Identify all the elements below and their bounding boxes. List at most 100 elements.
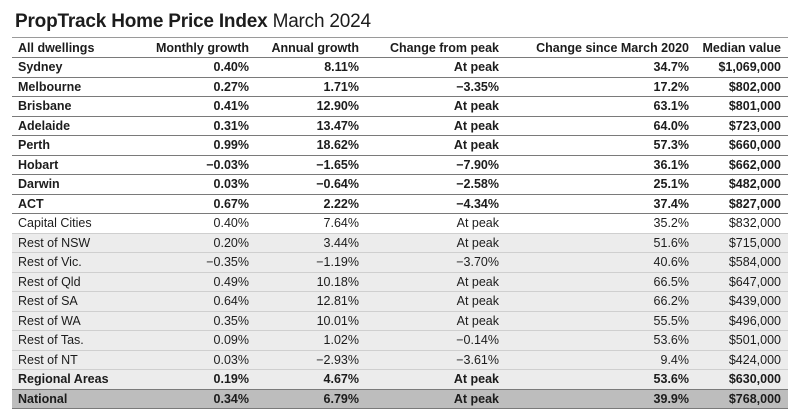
cell-annual-growth: 7.64% xyxy=(256,213,366,234)
cell-change-since-march-2020: 55.5% xyxy=(506,311,696,331)
table-row: National 0.34% 6.79% At peak 39.9% $768,000 xyxy=(12,389,788,409)
column-header-region: All dwellings xyxy=(12,38,132,58)
cell-annual-growth: 18.62% xyxy=(256,135,366,156)
cell-change-since-march-2020: 63.1% xyxy=(506,96,696,117)
cell-monthly-growth: 0.20% xyxy=(132,233,256,253)
cell-median-value: $723,000 xyxy=(696,115,788,136)
cell-region: ACT xyxy=(12,193,132,214)
cell-region: Regional Areas xyxy=(12,369,132,390)
table-row: ACT 0.67% 2.22% −4.34% 37.4% $827,000 xyxy=(12,193,788,214)
cell-change-from-peak: At peak xyxy=(366,135,506,156)
cell-region: Brisbane xyxy=(12,96,132,117)
header-row: All dwellings Monthly growth Annual growth… xyxy=(12,38,788,58)
cell-median-value: $662,000 xyxy=(696,154,788,175)
cell-median-value: $715,000 xyxy=(696,233,788,253)
column-header-change-since-march-2020: Change since March 2020 xyxy=(506,38,696,58)
cell-annual-growth: 10.01% xyxy=(256,311,366,331)
cell-change-from-peak: At peak xyxy=(366,233,506,253)
cell-region: Rest of Vic. xyxy=(12,252,132,273)
cell-change-from-peak: At peak xyxy=(366,291,506,312)
table-row: Rest of Tas. 0.09% 1.02% −0.14% 53.6% $501,00… xyxy=(12,330,788,351)
cell-monthly-growth: 0.40% xyxy=(132,213,256,234)
cell-monthly-growth: 0.19% xyxy=(132,369,256,390)
cell-annual-growth: 10.18% xyxy=(256,272,366,292)
cell-median-value: $496,000 xyxy=(696,311,788,331)
table-row: Darwin 0.03% −0.64% −2.58% 25.1% $482,000 xyxy=(12,174,788,195)
cell-median-value: $802,000 xyxy=(696,76,788,97)
cell-change-from-peak: At peak xyxy=(366,389,506,409)
cell-monthly-growth: 0.67% xyxy=(132,193,256,214)
cell-annual-growth: 8.11% xyxy=(256,57,366,78)
cell-region: Adelaide xyxy=(12,115,132,136)
cell-median-value: $660,000 xyxy=(696,135,788,156)
cell-change-since-march-2020: 39.9% xyxy=(506,389,696,409)
price-index-table: All dwellings Monthly growth Annual growth… xyxy=(12,38,788,409)
cell-annual-growth: 12.90% xyxy=(256,96,366,117)
cell-change-since-march-2020: 51.6% xyxy=(506,233,696,253)
cell-region: National xyxy=(12,389,132,409)
cell-median-value: $439,000 xyxy=(696,291,788,312)
column-header-change-from-peak: Change from peak xyxy=(366,38,506,58)
cell-change-from-peak: At peak xyxy=(366,115,506,136)
cell-annual-growth: 12.81% xyxy=(256,291,366,312)
cell-annual-growth: 1.02% xyxy=(256,330,366,351)
cell-median-value: $1,069,000 xyxy=(696,57,788,78)
cell-change-from-peak: −3.70% xyxy=(366,252,506,273)
cell-annual-growth: −2.93% xyxy=(256,350,366,370)
cell-change-since-march-2020: 53.6% xyxy=(506,330,696,351)
cell-change-from-peak: At peak xyxy=(366,272,506,292)
cell-median-value: $584,000 xyxy=(696,252,788,273)
cell-median-value: $424,000 xyxy=(696,350,788,370)
table-row: Capital Cities 0.40% 7.64% At peak 35.2% $832… xyxy=(12,213,788,234)
cell-monthly-growth: 0.99% xyxy=(132,135,256,156)
cell-monthly-growth: −0.35% xyxy=(132,252,256,273)
cell-median-value: $832,000 xyxy=(696,213,788,234)
cell-change-since-march-2020: 36.1% xyxy=(506,154,696,175)
cell-region: Rest of SA xyxy=(12,291,132,312)
cell-monthly-growth: 0.03% xyxy=(132,174,256,195)
table-row: Rest of Vic. −0.35% −1.19% −3.70% 40.6% $584,… xyxy=(12,252,788,273)
table-row: Sydney 0.40% 8.11% At peak 34.7% $1,069,000 xyxy=(12,57,788,78)
cell-annual-growth: −0.64% xyxy=(256,174,366,195)
cell-change-since-march-2020: 40.6% xyxy=(506,252,696,273)
cell-change-since-march-2020: 64.0% xyxy=(506,115,696,136)
cell-change-from-peak: −3.61% xyxy=(366,350,506,370)
cell-annual-growth: 4.67% xyxy=(256,369,366,390)
cell-change-since-march-2020: 34.7% xyxy=(506,57,696,78)
cell-monthly-growth: 0.64% xyxy=(132,291,256,312)
cell-change-from-peak: At peak xyxy=(366,311,506,331)
title-main: PropTrack Home Price Index xyxy=(15,11,268,32)
table-row: Brisbane 0.41% 12.90% At peak 63.1% $801,000 xyxy=(12,96,788,117)
table-row: Perth 0.99% 18.62% At peak 57.3% $660,000 xyxy=(12,135,788,156)
cell-change-from-peak: −0.14% xyxy=(366,330,506,351)
cell-change-since-march-2020: 57.3% xyxy=(506,135,696,156)
cell-change-from-peak: At peak xyxy=(366,57,506,78)
cell-annual-growth: 2.22% xyxy=(256,193,366,214)
cell-change-since-march-2020: 66.5% xyxy=(506,272,696,292)
cell-median-value: $768,000 xyxy=(696,389,788,409)
cell-change-since-march-2020: 66.2% xyxy=(506,291,696,312)
cell-monthly-growth: 0.27% xyxy=(132,76,256,97)
table-row: Rest of NSW 0.20% 3.44% At peak 51.6% $715,00… xyxy=(12,233,788,253)
table-row: Rest of SA 0.64% 12.81% At peak 66.2% $439,00… xyxy=(12,291,788,312)
cell-annual-growth: 13.47% xyxy=(256,115,366,136)
table-row: Adelaide 0.31% 13.47% At peak 64.0% $723,000 xyxy=(12,115,788,136)
cell-monthly-growth: 0.03% xyxy=(132,350,256,370)
cell-median-value: $482,000 xyxy=(696,174,788,195)
column-header-annual-growth: Annual growth xyxy=(256,38,366,58)
cell-region: Darwin xyxy=(12,174,132,195)
cell-monthly-growth: −0.03% xyxy=(132,154,256,175)
cell-change-since-march-2020: 9.4% xyxy=(506,350,696,370)
cell-monthly-growth: 0.35% xyxy=(132,311,256,331)
cell-region: Melbourne xyxy=(12,76,132,97)
cell-region: Rest of Qld xyxy=(12,272,132,292)
cell-region: Sydney xyxy=(12,57,132,78)
cell-change-since-march-2020: 25.1% xyxy=(506,174,696,195)
cell-region: Hobart xyxy=(12,154,132,175)
cell-change-from-peak: −3.35% xyxy=(366,76,506,97)
table-row: Rest of Qld 0.49% 10.18% At peak 66.5% $647,0… xyxy=(12,272,788,292)
title-subtitle: March 2024 xyxy=(272,11,372,32)
cell-annual-growth: 1.71% xyxy=(256,76,366,97)
cell-annual-growth: 3.44% xyxy=(256,233,366,253)
cell-monthly-growth: 0.49% xyxy=(132,272,256,292)
